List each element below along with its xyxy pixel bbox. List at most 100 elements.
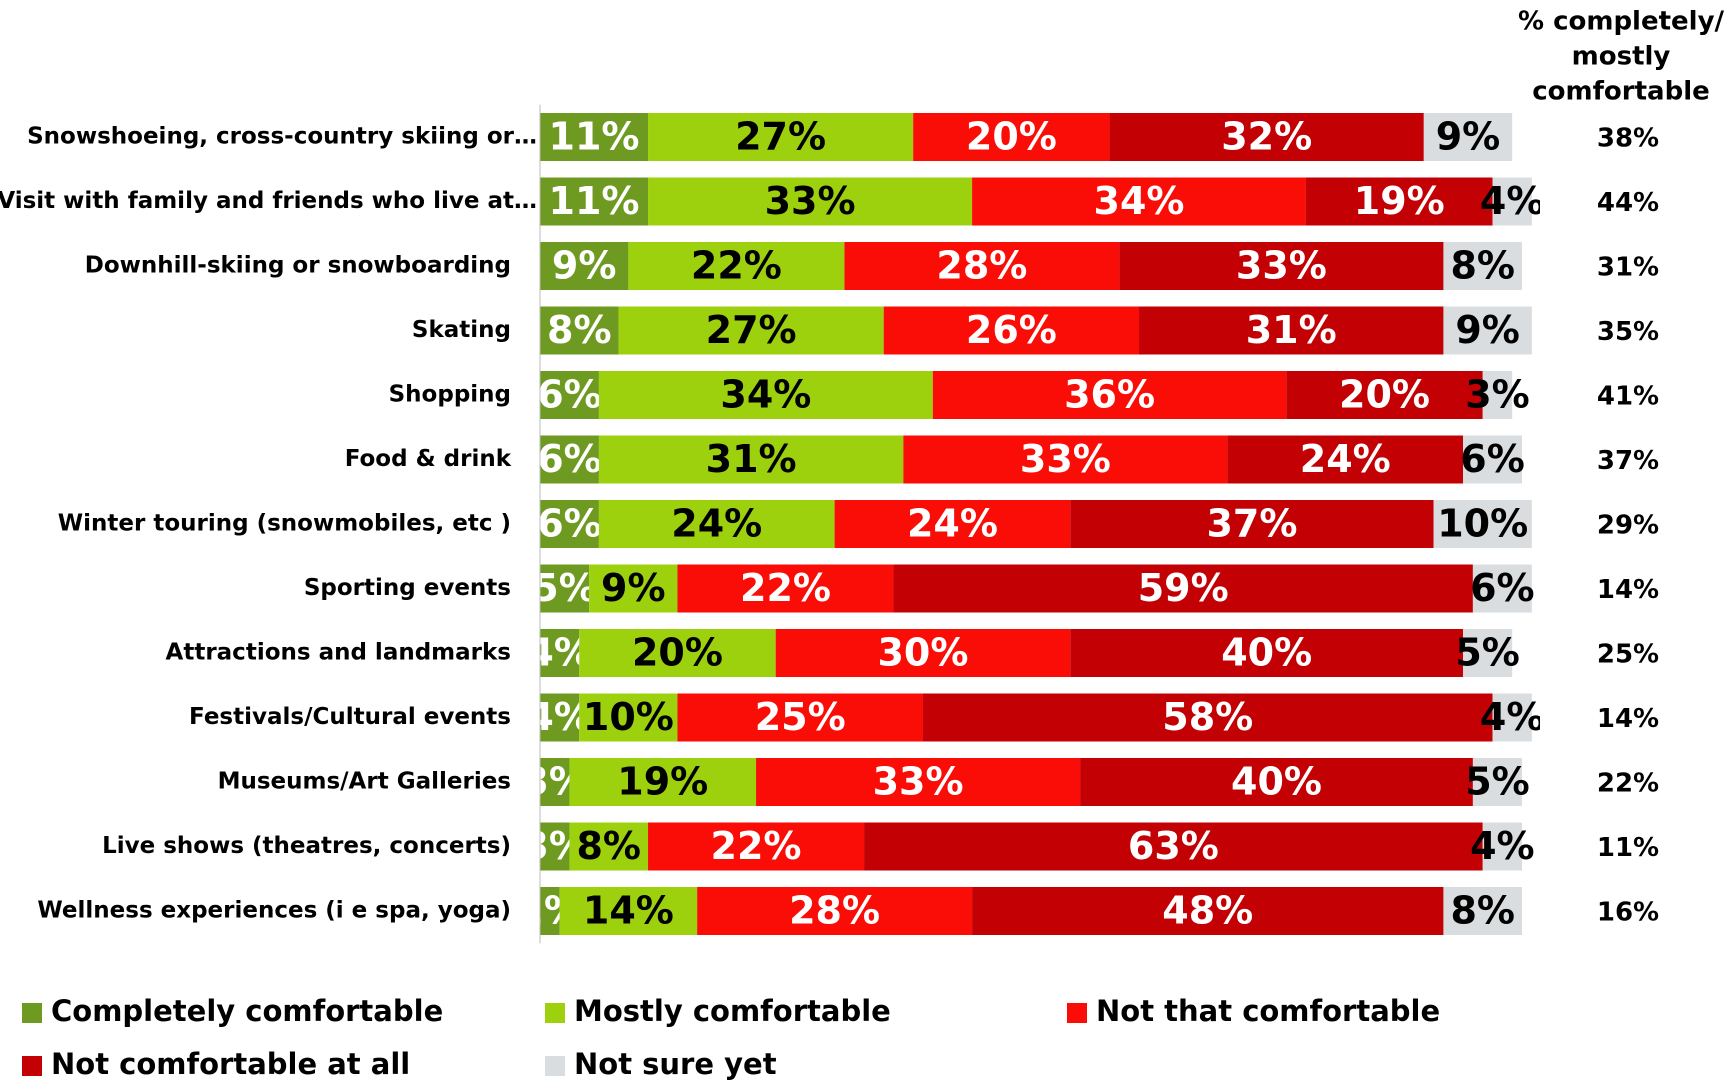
category-label: Festivals/Cultural events: [189, 704, 511, 730]
bar-segment: [864, 822, 1483, 871]
bar-segment: [1443, 887, 1522, 935]
data-label: 24%: [671, 502, 762, 546]
bar-segment: [677, 693, 923, 742]
legend-swatch: [22, 1003, 42, 1023]
bar-segment: [598, 500, 835, 548]
data-label: 19%: [1354, 179, 1445, 223]
data-label: 48%: [1162, 889, 1253, 933]
bar-segment: [913, 113, 1110, 161]
bar-segment: [922, 693, 1493, 742]
data-label: 10%: [1437, 502, 1528, 546]
bar-segment: [1472, 564, 1532, 613]
data-label: 26%: [966, 308, 1057, 352]
summary-value: 38%: [1597, 124, 1659, 154]
data-label: 22%: [691, 244, 782, 288]
data-label: 40%: [1231, 760, 1322, 804]
bar-segment: [579, 693, 678, 742]
data-label: 9%: [601, 566, 666, 610]
bar-segment: [540, 306, 619, 355]
category-label: Downhill-skiing or snowboarding: [85, 253, 511, 279]
bar-segment: [697, 887, 973, 935]
data-label: 19%: [617, 760, 708, 804]
category-label: Food & drink: [345, 446, 512, 472]
bar-segment: [569, 822, 649, 871]
bar-segment: [540, 758, 570, 806]
summary-value: 22%: [1597, 769, 1659, 799]
bar-segment: [1070, 500, 1434, 548]
bar-segment: [677, 564, 894, 613]
bar-segment: [540, 177, 649, 226]
bar-segment: [540, 113, 649, 161]
bar-segment: [648, 822, 865, 871]
bar-segment: [579, 629, 776, 677]
data-label: 31%: [706, 437, 797, 481]
data-label: 10%: [583, 695, 674, 739]
summary-title: mostly: [1572, 42, 1671, 72]
data-label: 6%: [537, 373, 602, 417]
bar-segment: [1227, 435, 1464, 484]
category-label: Winter touring (snowmobiles, etc ): [58, 511, 511, 537]
bar-segment: [648, 113, 914, 161]
data-label: 9%: [552, 244, 617, 288]
data-label: 4%: [1470, 824, 1535, 868]
bar-segment: [589, 564, 678, 613]
summary-value: 16%: [1597, 898, 1659, 928]
data-label: 11%: [549, 179, 640, 223]
data-label: 32%: [1221, 115, 1312, 159]
bar-segment: [844, 242, 1120, 290]
legend-label: Not sure yet: [574, 1047, 777, 1081]
bar-segment: [540, 887, 560, 935]
data-label: 5%: [532, 566, 597, 610]
category-label: Live shows (theatres, concerts): [102, 833, 511, 859]
data-label: 40%: [1221, 631, 1312, 675]
bar-segment: [932, 371, 1287, 419]
bar-segment: [1492, 693, 1532, 742]
category-label: Museums/Art Galleries: [218, 769, 511, 795]
bar-segment: [1080, 758, 1473, 806]
bar-segment: [1482, 822, 1522, 871]
summary-value: 11%: [1597, 833, 1659, 863]
legend-swatch: [22, 1056, 42, 1076]
data-label: 58%: [1162, 695, 1253, 739]
summary-value: 31%: [1597, 253, 1659, 283]
bar-segment: [1305, 177, 1493, 226]
bar-segment: [1139, 306, 1444, 355]
data-label: 22%: [711, 824, 802, 868]
category-label: Shopping: [389, 382, 511, 408]
summary-value: 37%: [1597, 446, 1659, 476]
summary-value: 29%: [1597, 511, 1659, 541]
bar-segment: [1443, 306, 1532, 355]
data-label: 28%: [936, 244, 1027, 288]
bar-segment: [540, 371, 599, 419]
bar-segment: [1286, 371, 1483, 419]
data-label: 20%: [632, 631, 723, 675]
data-label: 11%: [549, 115, 640, 159]
data-label: 33%: [765, 179, 856, 223]
bar-segment: [1463, 629, 1513, 677]
bar-segment: [883, 306, 1140, 355]
data-label: 20%: [1339, 373, 1430, 417]
category-label: Skating: [412, 317, 511, 343]
data-label: 8%: [1450, 244, 1515, 288]
data-label: 6%: [1470, 566, 1535, 610]
data-label: 63%: [1128, 824, 1219, 868]
data-label: 8%: [576, 824, 641, 868]
legend-label: Mostly comfortable: [574, 994, 891, 1028]
data-label: 8%: [1450, 889, 1515, 933]
data-label: 34%: [720, 373, 811, 417]
legend-label: Not comfortable at all: [51, 1047, 410, 1081]
summary-value: 14%: [1597, 575, 1659, 605]
data-label: 24%: [907, 502, 998, 546]
data-label: 33%: [873, 760, 964, 804]
bar-segment: [598, 371, 933, 419]
bar-segment: [1443, 242, 1522, 290]
bar-segment: [559, 887, 698, 935]
bar-segment: [775, 629, 1071, 677]
summary-value: 25%: [1597, 640, 1659, 670]
category-label: Visit with family and friends who live a…: [0, 188, 537, 214]
bar-segment: [540, 242, 629, 290]
data-label: 9%: [1436, 115, 1501, 159]
bar-segment: [628, 242, 845, 290]
bar-segment: [1433, 500, 1532, 548]
data-label: 28%: [789, 889, 880, 933]
